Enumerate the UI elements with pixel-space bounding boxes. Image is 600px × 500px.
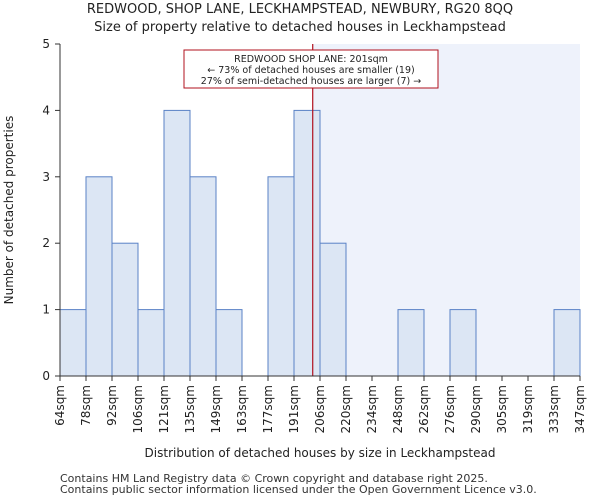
- y-tick-label: 0: [42, 369, 50, 383]
- x-axis-label: Distribution of detached houses by size …: [145, 446, 496, 460]
- x-tick-label: 347sqm: [573, 385, 587, 433]
- annotation-title: REDWOOD SHOP LANE: 201sqm: [234, 54, 388, 65]
- histogram-bar: [163, 109, 191, 377]
- histogram-bar: [137, 309, 165, 377]
- y-tick-label: 3: [42, 170, 50, 184]
- x-tick-label: 319sqm: [521, 385, 535, 433]
- annotation-smaller: ← 73% of detached houses are smaller (19…: [207, 65, 414, 76]
- x-tick-label: 64sqm: [53, 385, 67, 426]
- footer-licence: Contains public sector information licen…: [60, 483, 537, 496]
- x-tick-label: 149sqm: [209, 385, 223, 433]
- chart-subtitle: Size of property relative to detached ho…: [94, 20, 506, 35]
- annotation-larger: 27% of semi-detached houses are larger (…: [201, 76, 421, 87]
- x-tick-label: 234sqm: [365, 385, 379, 433]
- histogram-bar: [111, 242, 139, 377]
- x-tick-label: 92sqm: [105, 385, 119, 426]
- histogram-bar: [293, 109, 321, 377]
- histogram-bar: [267, 176, 295, 377]
- annotation-box: [183, 49, 439, 89]
- y-axis-label: Number of detached properties: [2, 116, 16, 305]
- histogram-bar: [319, 242, 347, 377]
- x-tick-label: 206sqm: [313, 385, 327, 433]
- x-tick-label: 78sqm: [79, 385, 93, 426]
- x-tick-label: 305sqm: [495, 385, 509, 433]
- y-tick-label: 5: [42, 37, 50, 51]
- x-tick-label: 248sqm: [391, 385, 405, 433]
- footer-copyright: Contains HM Land Registry data © Crown c…: [60, 472, 488, 485]
- histogram-bar: [215, 309, 243, 377]
- histogram-bar: [449, 309, 477, 377]
- histogram-bar: [59, 309, 87, 377]
- x-tick-label: 276sqm: [443, 385, 457, 433]
- x-tick-label: 191sqm: [287, 385, 301, 433]
- y-tick-label: 2: [42, 236, 50, 250]
- histogram-bar: [85, 176, 113, 377]
- x-tick-label: 163sqm: [235, 385, 249, 433]
- x-tick-label: 135sqm: [183, 385, 197, 433]
- chart-title: REDWOOD, SHOP LANE, LECKHAMPSTEAD, NEWBU…: [86, 2, 514, 17]
- x-tick-label: 262sqm: [417, 385, 431, 433]
- x-tick-label: 290sqm: [469, 385, 483, 433]
- histogram-bar: [553, 309, 581, 377]
- x-tick-label: 106sqm: [131, 385, 145, 433]
- histogram-bar: [189, 176, 217, 377]
- x-tick-label: 333sqm: [547, 385, 561, 433]
- y-tick-label: 1: [42, 303, 50, 317]
- x-tick-label: 220sqm: [339, 385, 353, 433]
- y-tick-label: 4: [42, 103, 50, 117]
- x-tick-label: 121sqm: [157, 385, 171, 433]
- x-tick-label: 177sqm: [261, 385, 275, 433]
- larger-region: [312, 44, 580, 376]
- histogram-bar: [397, 309, 425, 377]
